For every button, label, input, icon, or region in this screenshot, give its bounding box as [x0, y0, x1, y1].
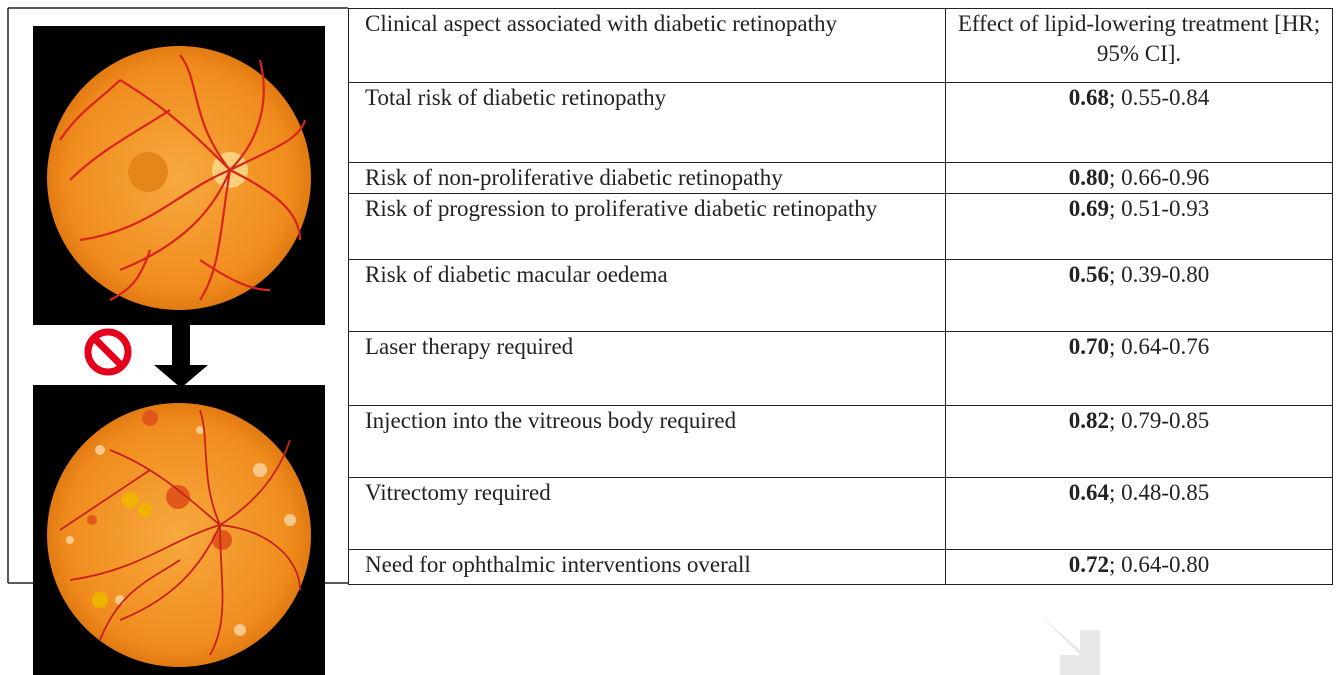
confidence-interval: ; 0.66-0.96 — [1109, 165, 1209, 190]
effect-cell: 0.56; 0.39-0.80 — [946, 260, 1333, 332]
diseased-retina — [47, 403, 311, 667]
aspect-cell: Vitrectomy required — [349, 478, 946, 550]
effect-cell: 0.64; 0.48-0.85 — [946, 478, 1333, 550]
hazard-ratio: 0.72 — [1069, 552, 1109, 577]
watermark — [1015, 615, 1100, 675]
confidence-interval: ; 0.51-0.93 — [1109, 196, 1209, 221]
aspect-cell: Risk of diabetic macular oedema — [349, 260, 946, 332]
hazard-ratio: 0.68 — [1069, 85, 1109, 110]
effect-cell: 0.68; 0.55-0.84 — [946, 83, 1333, 163]
confidence-interval: ; 0.39-0.80 — [1109, 262, 1209, 287]
effect-cell: 0.80; 0.66-0.96 — [946, 163, 1333, 194]
aspect-cell: Need for ophthalmic interventions overal… — [349, 550, 946, 585]
hazard-ratio: 0.70 — [1069, 334, 1109, 359]
table-row: Need for ophthalmic interventions overal… — [349, 550, 1333, 585]
header-row: Clinical aspect associated with diabetic… — [349, 9, 1333, 83]
table-row: Risk of non-proliferative diabetic retin… — [349, 163, 1333, 194]
hazard-ratio: 0.64 — [1069, 480, 1109, 505]
effect-cell: 0.82; 0.79-0.85 — [946, 406, 1333, 478]
aspect-cell: Risk of non-proliferative diabetic retin… — [349, 163, 946, 194]
effect-cell: 0.69; 0.51-0.93 — [946, 194, 1333, 260]
hazard-ratio: 0.82 — [1069, 408, 1109, 433]
confidence-interval: ; 0.55-0.84 — [1109, 85, 1209, 110]
header-cell: Effect of lipid-lowering treatment [HR; … — [946, 9, 1333, 83]
effect-cell: 0.72; 0.64-0.80 — [946, 550, 1333, 585]
header-cell: Clinical aspect associated with diabetic… — [349, 9, 946, 83]
effect-cell: 0.70; 0.64-0.76 — [946, 332, 1333, 406]
healthy-retina — [47, 46, 311, 310]
hazard-ratio: 0.80 — [1069, 165, 1109, 190]
confidence-interval: ; 0.64-0.80 — [1109, 552, 1209, 577]
confidence-interval: ; 0.79-0.85 — [1109, 408, 1209, 433]
table-row: Injection into the vitreous body require… — [349, 406, 1333, 478]
confidence-interval: ; 0.48-0.85 — [1109, 480, 1209, 505]
aspect-cell: Laser therapy required — [349, 332, 946, 406]
aspect-cell: Risk of progression to proliferative dia… — [349, 194, 946, 260]
aspect-cell: Total risk of diabetic retinopathy — [349, 83, 946, 163]
hazard-ratio: 0.69 — [1069, 196, 1109, 221]
aspect-cell: Injection into the vitreous body require… — [349, 406, 946, 478]
confidence-interval: ; 0.64-0.76 — [1109, 334, 1209, 359]
table-row: Risk of progression to proliferative dia… — [349, 194, 1333, 260]
page: Clinical aspect associated with diabetic… — [0, 0, 1340, 675]
results-table: Clinical aspect associated with diabetic… — [348, 8, 1333, 585]
hazard-ratio: 0.56 — [1069, 262, 1109, 287]
